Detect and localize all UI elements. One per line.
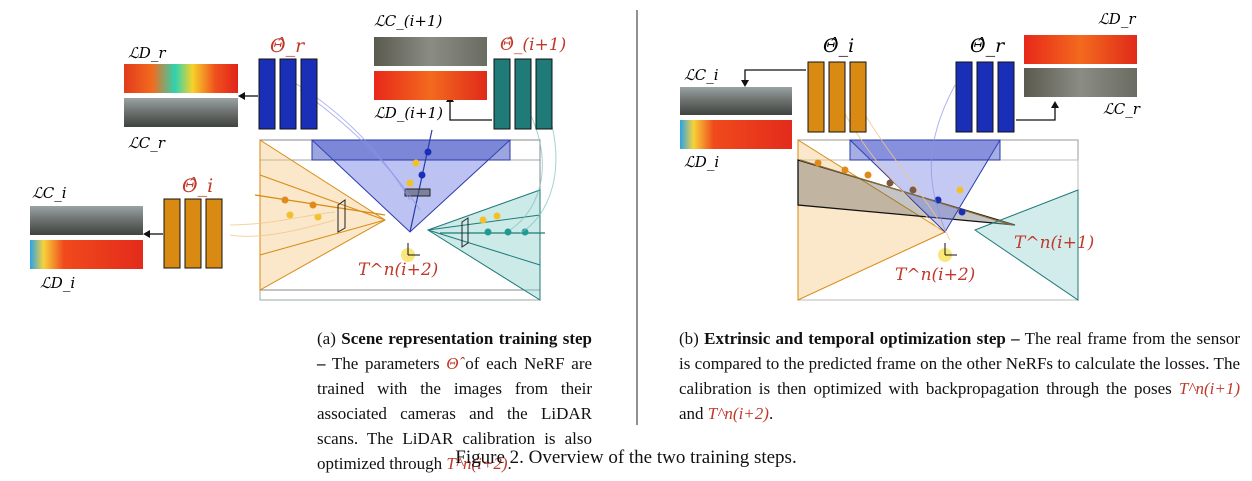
ray-sample [286,211,294,219]
caption-b-text: The real frame from the sensor is compar… [679,329,1240,398]
caption-b-title: Extrinsic and temporal optimization step… [704,329,1020,348]
ray-sample [309,201,317,209]
network-theta-i-b [807,61,867,133]
panel-a-diagram: ℒD_r ℒC_r Θ̂_r ℒC_(i+1) ℒD_(i+1) Θ̂_(i+1… [30,12,566,301]
caption-a-symbol: Θ̂ [446,354,459,373]
label-loss-depth-i: ℒD_i [40,274,75,292]
label-loss-color-i-b: ℒC_i [684,66,719,84]
caption-a-title: Scene representation training step – [317,329,592,373]
label-loss-depth-next: ℒD_(i+1) [374,104,443,122]
caption-b-t2: T^n(i+2) [707,404,769,423]
caption-b-prefix: (b) [679,329,699,348]
depth-image-i [30,240,143,269]
caption-a-transform: T^n(i+2) [446,454,508,473]
orange-frustum-b [797,139,947,301]
caption-panel-b: (b) Extrinsic and temporal optimization … [679,326,1240,426]
caption-b-and: and [679,404,704,423]
label-transform-a: T^n(i+2) [358,260,438,280]
teal-frustum [426,189,541,301]
ray-sample [281,196,289,204]
network-theta-i [163,198,223,269]
orange-frustum [259,139,386,291]
network-theta-next [493,58,553,130]
caption-a-end: . [507,454,512,473]
depth-image-r [124,64,238,93]
label-theta-r: Θ̂_r [270,35,306,57]
color-image-r [124,98,238,127]
label-loss-depth-i-b: ℒD_i [684,153,719,171]
caption-a-prefix: (a) [317,329,336,348]
caption-b-t1: T^n(i+1) [1178,379,1240,398]
label-theta-next: Θ̂_(i+1) [500,35,566,55]
label-theta-r-b: Θ̂_r [970,35,1006,57]
color-image-next [374,37,487,66]
figure-caption: Figure 2. Overview of the two training s… [455,447,797,468]
label-transform-i2-b: T^n(i+2) [895,265,975,285]
label-theta-i-b: Θ̂_i [823,35,854,57]
label-transform-next-b: T^n(i+1) [1014,233,1094,253]
network-theta-r [258,58,318,130]
depth-image-next [374,71,487,100]
caption-a-text-2: of each NeRF are trained with the images… [317,354,593,473]
image-plane [337,199,346,233]
caption-b-end: . [768,404,774,423]
color-image-i [30,206,143,235]
caption-a-text-1: The parameters [331,354,440,373]
ray-sample [314,213,322,221]
label-loss-color-r-b: ℒC_r [1103,100,1141,118]
label-loss-color-next: ℒC_(i+1) [374,12,443,30]
label-loss-depth-r: ℒD_r [128,44,166,62]
network-theta-r-b [955,61,1015,133]
label-loss-color-i: ℒC_i [32,184,67,202]
label-loss-color-r: ℒC_r [128,134,166,152]
caption-panel-a: (a) Scene representation training step –… [317,326,592,476]
label-theta-i: Θ̂_i [182,175,213,197]
panel-b-diagram: Θ̂_i Θ̂_r ℒD_r ℒC_r ℒC_i ℒD_i T^n(i+1) T… [680,10,1141,301]
label-loss-depth-r-b: ℒD_r [1098,10,1136,28]
